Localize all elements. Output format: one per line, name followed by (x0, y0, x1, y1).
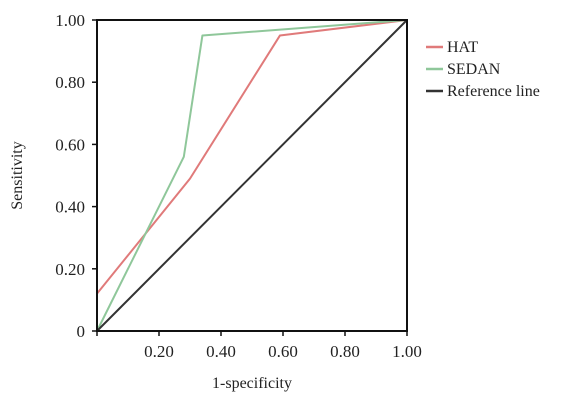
plot-frame (96, 19, 408, 332)
legend-label-hat: HAT (447, 39, 478, 56)
series-line-reference-line (96, 19, 408, 332)
legend: HAT SEDAN Reference line (426, 39, 540, 100)
x-tick-label: 1.00 (392, 342, 422, 361)
y-tick-label: 0.80 (55, 73, 85, 92)
legend-label-sedan: SEDAN (447, 61, 501, 78)
y-tick-label: 0 (77, 322, 86, 341)
x-tick-label: 0.60 (268, 342, 298, 361)
series-line-sedan (96, 19, 408, 332)
series-line-hat (96, 19, 408, 295)
y-tick-label: 1.00 (55, 11, 85, 30)
y-axis-title: Sensitivity (9, 141, 26, 209)
y-tick-label: 0.20 (55, 260, 85, 279)
y-tick-label: 0.60 (55, 135, 85, 154)
x-tick-label: 0.20 (144, 342, 174, 361)
y-tick-label: 0.40 (55, 198, 85, 217)
legend-label-reference-line: Reference line (447, 83, 540, 100)
plot-area (96, 19, 408, 332)
x-tick-label: 0.80 (330, 342, 360, 361)
axes: 0.20 0.40 0.60 0.80 1.00 0 0.20 0.40 0.60 0.80 1.0… (55, 11, 422, 361)
x-tick-label: 0.40 (206, 342, 236, 361)
x-axis-title: 1-specificity (212, 375, 292, 392)
